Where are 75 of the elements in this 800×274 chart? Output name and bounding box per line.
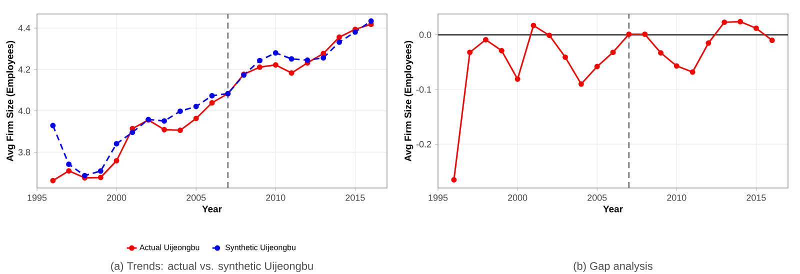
- y-axis-title: Avg Firm Size (Employees): [404, 40, 414, 162]
- point: [177, 108, 183, 114]
- point: [162, 118, 168, 124]
- point: [467, 50, 473, 56]
- point: [66, 168, 72, 174]
- x-tick-label: 2010: [266, 194, 286, 201]
- point: [304, 57, 310, 63]
- point: [272, 50, 278, 56]
- x-tick-label: 2015: [746, 194, 766, 201]
- point: [514, 76, 520, 82]
- x-tick-label: 2010: [667, 194, 686, 201]
- point: [98, 168, 104, 174]
- x-tick-label: 1995: [428, 194, 448, 201]
- point: [177, 128, 183, 134]
- point: [256, 58, 262, 64]
- y-tick-label: 4.2: [18, 66, 30, 73]
- point: [368, 18, 374, 24]
- point: [162, 126, 168, 132]
- point: [209, 100, 215, 106]
- point: [98, 174, 104, 180]
- point: [658, 50, 664, 56]
- point: [336, 39, 342, 45]
- text: (a) Trends: actual vs. synthetic Uijeongbu: [111, 262, 313, 272]
- point: [546, 32, 552, 38]
- point: [272, 62, 278, 68]
- point: [626, 32, 632, 37]
- y-tick-label: 4.4: [18, 24, 30, 32]
- x-axis-title: Year: [202, 206, 222, 212]
- point: [114, 158, 120, 164]
- point: [193, 104, 199, 110]
- point: [256, 64, 262, 70]
- point: [578, 81, 584, 87]
- point: [114, 140, 120, 146]
- x-tick-label: 1995: [28, 194, 47, 201]
- point: [288, 70, 294, 76]
- point: [336, 34, 342, 40]
- x-tick-label: 2015: [346, 194, 365, 201]
- point: [530, 22, 536, 28]
- x-tick-label: 2000: [107, 194, 126, 201]
- y-tick-label: -0.1: [416, 86, 432, 93]
- x-tick-label: 2005: [588, 194, 607, 201]
- point: [594, 64, 600, 70]
- point: [706, 40, 712, 46]
- y-tick-label: 3.8: [18, 149, 30, 156]
- point: [642, 32, 648, 37]
- point: [610, 50, 616, 56]
- point: [738, 18, 744, 24]
- point: [562, 54, 568, 60]
- point: [498, 48, 504, 54]
- point: [130, 130, 136, 136]
- point: [82, 172, 88, 178]
- point: [288, 56, 294, 62]
- point: [769, 38, 775, 44]
- point: [320, 50, 326, 56]
- point: [50, 122, 56, 128]
- point: [482, 36, 488, 42]
- text: (b) Gap analysis: [574, 262, 652, 272]
- point: [753, 25, 759, 31]
- point: [320, 55, 326, 61]
- x-axis-title: Year: [603, 206, 623, 212]
- point: [451, 177, 457, 183]
- point: [50, 178, 56, 184]
- point: [722, 19, 728, 25]
- y-axis-title: Avg Firm Size (Employees): [6, 40, 16, 162]
- point: [690, 69, 696, 75]
- point: [193, 116, 199, 122]
- y-tick-label: 4.0: [18, 108, 30, 114]
- x-tick-label: 2005: [186, 194, 206, 201]
- point: [674, 63, 680, 69]
- x-tick-label: 2000: [508, 194, 528, 201]
- point: [209, 92, 215, 98]
- y-tick-label: -0.2: [416, 141, 432, 148]
- y-tick-label: 0.0: [419, 32, 432, 38]
- point: [66, 161, 72, 167]
- point: [352, 29, 358, 35]
